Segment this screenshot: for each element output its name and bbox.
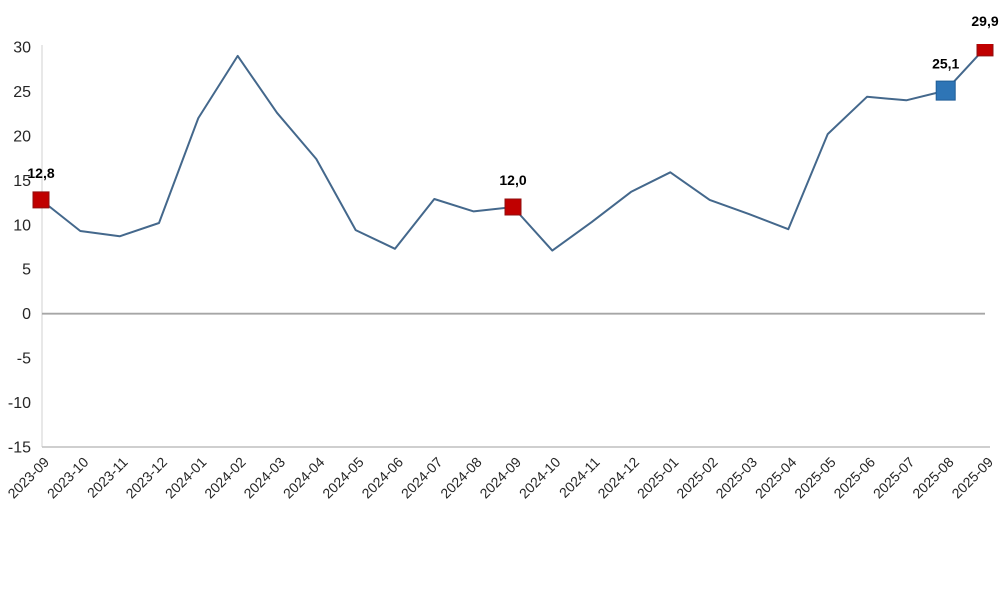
x-tick-label: 2025-01 [634,454,682,502]
data-label-2023-09: 12,8 [27,165,54,181]
x-tick-label: 2024-04 [280,454,328,502]
x-tick-labels: 2023-092023-102023-112023-122024-012024-… [4,454,996,502]
x-tick-label: 2023-09 [4,454,52,502]
x-tick-label: 2024-12 [594,454,642,502]
x-tick-label: 2024-11 [556,454,603,501]
x-tick-label: 2024-08 [437,454,485,502]
x-tick-label: 2024-09 [476,454,524,502]
x-tick-label: 2024-05 [319,454,367,502]
annotation-labels: 12,8 12,0 25,1 29,9 [27,13,998,188]
x-tick-label: 2023-11 [84,454,131,501]
x-tick-label: 2024-02 [201,454,249,502]
marker-2025-08 [935,80,956,101]
x-tick-label: 2025-06 [830,454,878,502]
y-tick-label: -15 [8,440,31,457]
x-tick-label: 2024-07 [398,454,446,502]
y-tick-label: 0 [22,306,31,323]
y-tick-label: 15 [13,173,31,190]
y-tick-label: -5 [17,351,31,368]
y-tick-label: 5 [22,262,31,279]
x-tick-label: 2024-06 [358,454,406,502]
marker-2024-09 [504,198,522,216]
marker-2023-09 [32,191,50,209]
data-label-2025-09: 29,9 [971,13,998,29]
data-label-2024-09: 12,0 [499,172,526,188]
data-line-series [40,46,986,252]
y-tick-label: 25 [13,84,31,101]
y-tick-label: 10 [13,217,31,234]
x-tick-label: 2025-08 [909,454,957,502]
x-tick-label: 2025-07 [870,454,918,502]
x-tick-label: 2024-03 [240,454,288,502]
marker-2025-09 [976,44,994,57]
x-tick-label: 2025-03 [712,454,760,502]
y-tick-label: 20 [13,128,31,145]
x-tick-label: 2025-04 [752,454,800,502]
x-tick-label: 2025-05 [791,454,839,502]
y-tick-labels: 30 25 20 15 10 5 0 -5 -10 -15 [8,40,31,457]
x-tick-label: 2023-10 [44,454,92,502]
x-tick-label: 2023-12 [122,454,170,502]
data-label-2025-08: 25,1 [932,56,959,72]
x-tick-label: 2025-09 [948,454,996,502]
y-tick-label: -10 [8,395,31,412]
x-tick-label: 2025-02 [673,454,721,502]
annotation-markers [32,44,994,216]
x-tick-label: 2024-01 [162,454,210,502]
x-tick-label: 2024-10 [516,454,564,502]
y-tick-label: 30 [13,40,31,57]
